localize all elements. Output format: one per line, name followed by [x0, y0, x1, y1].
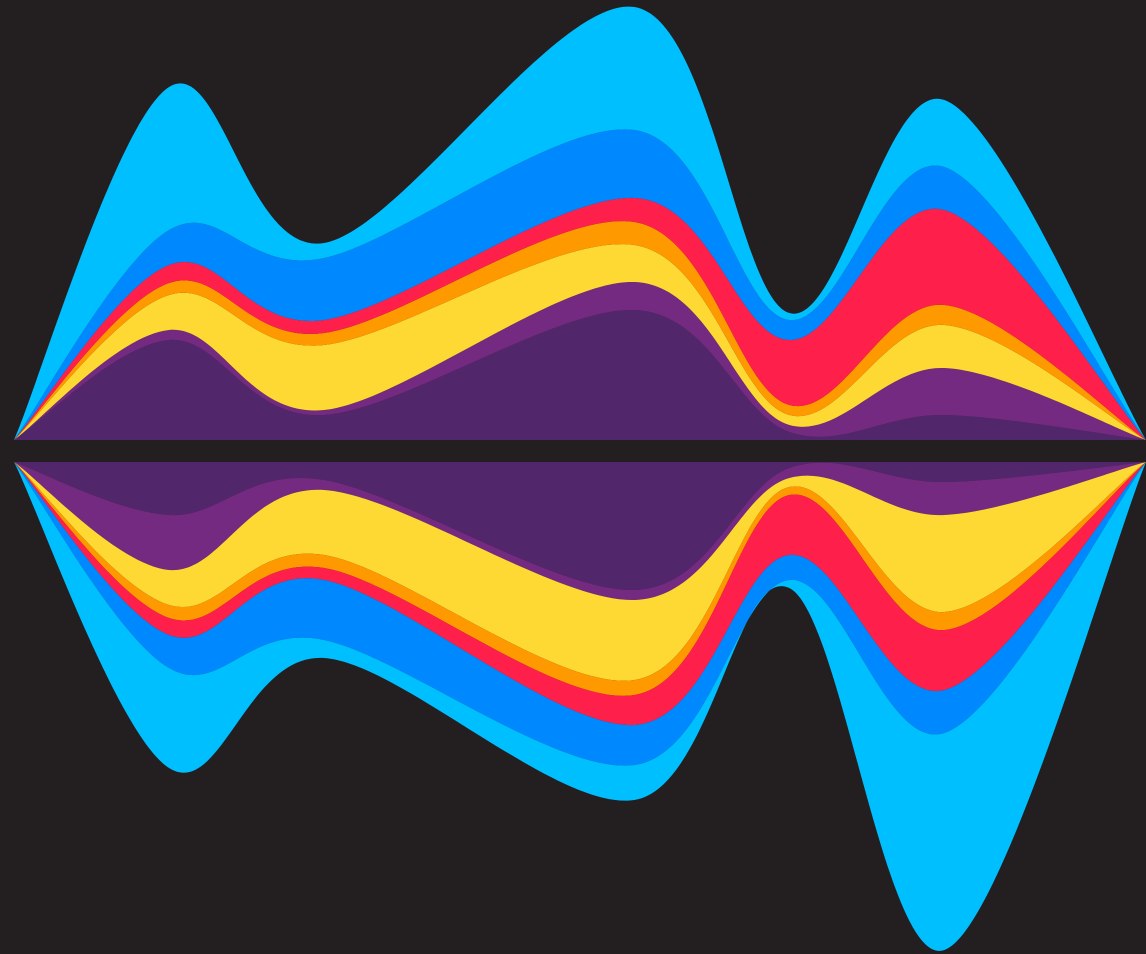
area-layer [14, 462, 1146, 591]
area-layer [14, 462, 1146, 601]
area-layer [14, 462, 1146, 766]
area-layer [14, 462, 1146, 726]
area-layer [14, 129, 1146, 440]
area-layer [14, 6, 1146, 440]
area-layer [14, 462, 1146, 681]
area-layer [14, 281, 1146, 440]
area-layer [14, 462, 1146, 696]
area-layer [14, 462, 1146, 951]
area-layer [14, 244, 1146, 440]
area-layer [14, 309, 1146, 440]
